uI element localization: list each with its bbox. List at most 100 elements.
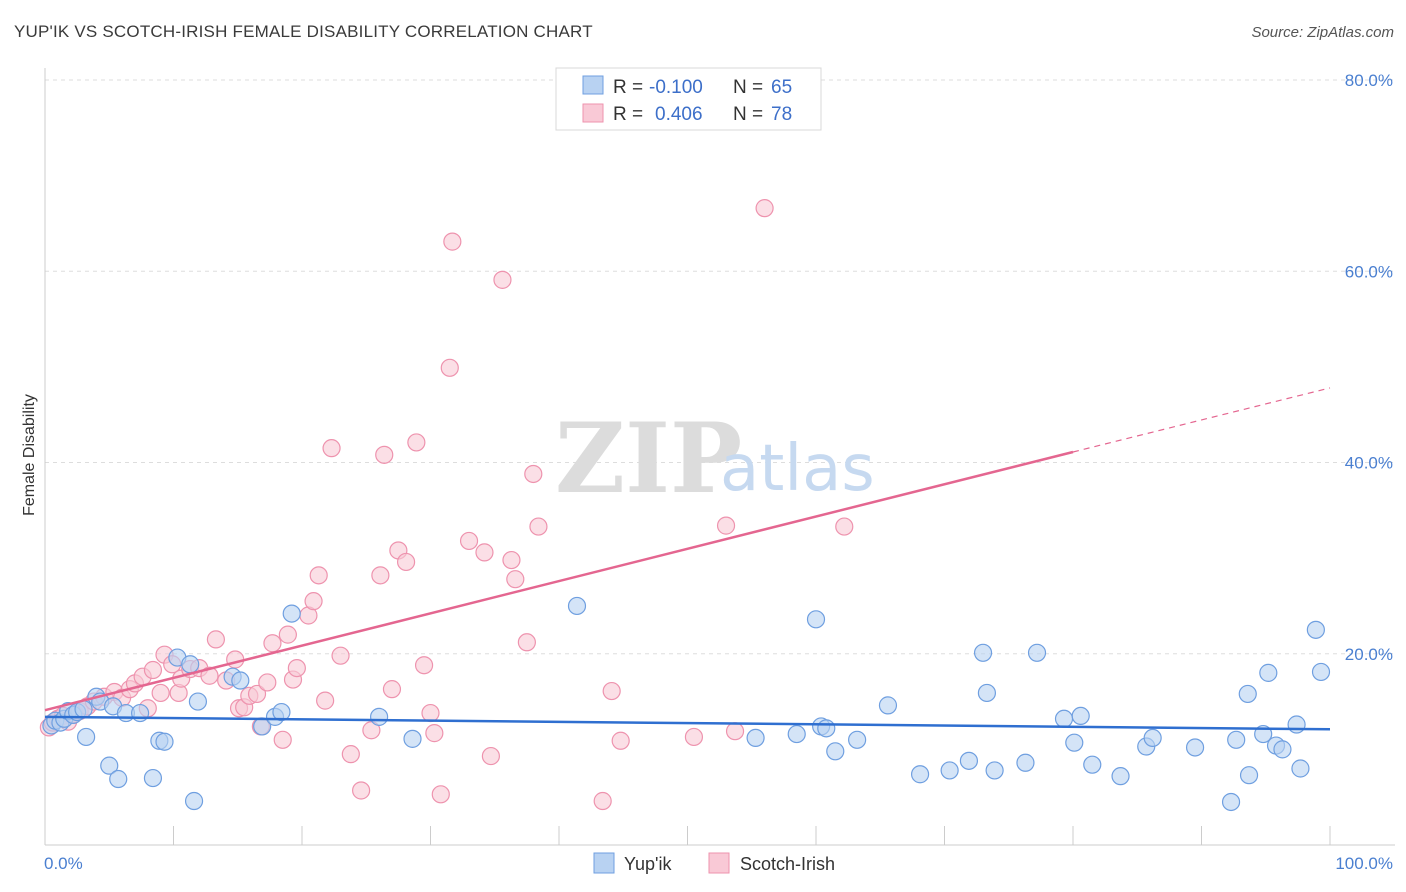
- legend-r-label-1: R =: [613, 77, 643, 98]
- legend-n-label-1: N =: [733, 77, 763, 98]
- yupik-point-13: [109, 769, 128, 789]
- scotch-irish-point-33: [258, 673, 277, 692]
- yupik-point-63: [1273, 740, 1292, 759]
- yupik-point-27: [272, 702, 291, 722]
- scotch-irish-point-63: [493, 270, 512, 289]
- yupik-point-40: [910, 765, 930, 784]
- yupik-point-37: [826, 742, 845, 761]
- scotch-irish-point-57: [431, 785, 450, 804]
- scotch-irish-point-44: [331, 646, 350, 665]
- legend-bottom: Yup'ik Scotch-Irish: [593, 852, 835, 874]
- yupik-point-32: [746, 728, 765, 748]
- yupik-point-59: [1239, 766, 1259, 785]
- yupik-point-33: [787, 724, 806, 744]
- yupik-point-54: [1143, 728, 1162, 748]
- scotch-irish-point-72: [684, 727, 704, 747]
- x-tick-label-0: 0.0%: [44, 854, 83, 873]
- yupik-point-57: [1227, 730, 1246, 749]
- scotch-irish-point-70: [602, 681, 621, 701]
- yupik-point-58: [1238, 684, 1257, 704]
- scotch-irish-point-52: [396, 552, 416, 572]
- y-axis-label: Female Disability: [21, 394, 38, 516]
- scotch-irish-point-66: [517, 633, 536, 652]
- scotch-irish-point-73: [716, 516, 736, 535]
- scotch-irish-point-27: [226, 650, 245, 669]
- scotch-irish-point-55: [421, 703, 440, 723]
- scotch-irish-point-50: [382, 680, 402, 699]
- yupik-point-20: [181, 655, 200, 674]
- y-tick-label-0: 20.0%: [1345, 645, 1393, 664]
- yupik-point-16: [143, 768, 163, 788]
- yupik-point-48: [1054, 709, 1074, 728]
- gridlines: [45, 79, 1395, 655]
- scotch-irish-point-65: [506, 570, 525, 589]
- scotch-irish-point-17: [151, 683, 170, 703]
- y-tick-label-3: 80.0%: [1345, 71, 1393, 90]
- legend-top: R = -0.100 N = 65 R = 0.406 N = 78: [555, 67, 822, 131]
- scotch-irish-point-69: [593, 791, 612, 811]
- legend-n-label-2: N =: [733, 104, 763, 125]
- yupik-point-41: [940, 761, 959, 780]
- yupik-point-24: [231, 671, 250, 690]
- yupik-point-36: [817, 719, 836, 738]
- yupik-point-18: [155, 732, 174, 751]
- chart-title: YUP'IK VS SCOTCH-IRISH FEMALE DISABILITY…: [14, 22, 593, 41]
- yupik-point-28: [282, 604, 301, 623]
- scotch-irish-point-40: [304, 592, 323, 611]
- scotch-irish-point-48: [371, 566, 390, 585]
- legend-swatch-scotch-irish: [582, 103, 604, 123]
- yupik-point-52: [1111, 767, 1130, 786]
- yupik-point-55: [1185, 738, 1205, 757]
- scotch-irish-point-54: [414, 656, 434, 675]
- legend-r-value-1: -0.100: [649, 77, 703, 98]
- legend-bottom-label-scotch-irish: Scotch-Irish: [740, 854, 835, 874]
- watermark: ZIP atlas: [555, 402, 875, 515]
- yupik-point-46: [1016, 753, 1035, 772]
- scotch-irish-point-38: [287, 658, 306, 678]
- scotch-irish-point-24: [200, 666, 219, 685]
- yupik-point-22: [188, 692, 208, 711]
- scotch-irish-point-68: [529, 517, 548, 536]
- legend-n-value-2: 78: [771, 104, 792, 125]
- scotch-irish-point-43: [322, 439, 341, 458]
- watermark-atlas: atlas: [720, 432, 875, 506]
- tick-labels: 20.0% 40.0% 60.0% 80.0% 0.0% 100.0%: [44, 71, 1393, 873]
- scotch-irish-point-75: [755, 199, 774, 218]
- yupik-point-29: [370, 707, 389, 726]
- scotch-irish-point-56: [425, 724, 444, 743]
- yupik-point-42: [959, 751, 979, 770]
- x-tick-label-1: 100.0%: [1335, 854, 1393, 873]
- scotch-irish-point-59: [443, 232, 462, 251]
- yupik-point-65: [1291, 759, 1310, 778]
- scotch-irish-point-16: [143, 660, 163, 680]
- yupik-point-30: [403, 729, 422, 748]
- scotch-irish-point-34: [263, 634, 282, 653]
- scotch-irish-point-41: [309, 566, 328, 585]
- yupik-point-34: [806, 610, 826, 629]
- scotch-irish-point-53: [407, 433, 426, 452]
- legend-bottom-swatch-scotch-irish: [708, 852, 730, 874]
- legend-bottom-swatch-yupik: [593, 852, 615, 874]
- scotch-irish-point-25: [206, 630, 226, 649]
- yupik-point-61: [1259, 663, 1278, 682]
- scotch-irish-point-62: [481, 746, 500, 766]
- y-tick-label-1: 40.0%: [1345, 454, 1393, 473]
- axes: [44, 68, 1395, 846]
- scotch-irish-point-60: [459, 531, 479, 551]
- scotch-irish-point-31: [247, 684, 267, 704]
- yupik-point-67: [1311, 662, 1331, 682]
- scotch-irish-point-47: [362, 721, 381, 740]
- source-credit: Source: ZipAtlas.com: [1251, 24, 1394, 41]
- yupik-point-21: [184, 791, 204, 811]
- yupik-point-49: [1065, 733, 1084, 752]
- yupik-point-44: [977, 683, 997, 703]
- watermark-zip: ZIP: [555, 402, 742, 515]
- scotch-irish-point-74: [725, 722, 745, 741]
- yupik-point-66: [1306, 620, 1325, 639]
- yupik-point-31: [567, 596, 587, 616]
- legend-r-value-2: 0.406: [655, 104, 703, 125]
- scotch-irish-point-35: [273, 730, 292, 749]
- yupik-point-8: [77, 727, 96, 747]
- scotch-irish-point-67: [524, 464, 543, 484]
